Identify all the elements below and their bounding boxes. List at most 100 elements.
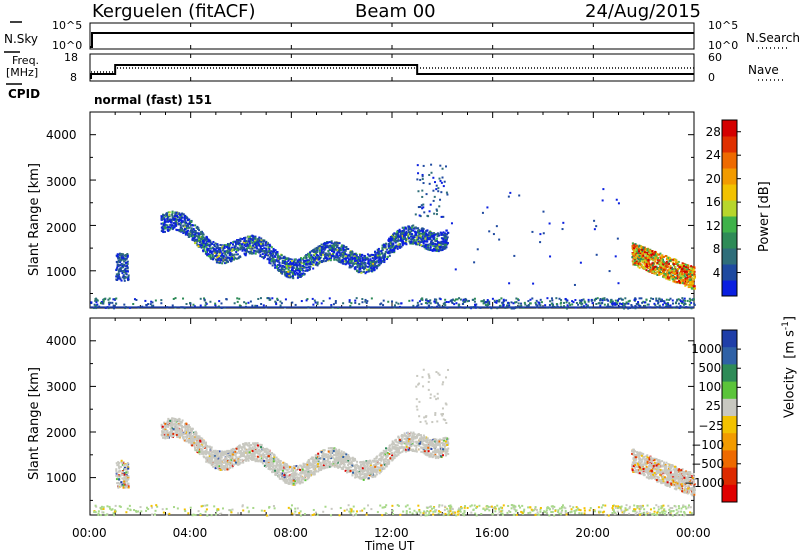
power-scatter-point	[490, 306, 493, 309]
power-scatter-point	[644, 260, 647, 263]
power-scatter-point	[297, 272, 300, 275]
power-scatter-point	[174, 220, 177, 223]
power-scatter-point	[312, 303, 315, 306]
power-scatter-point	[263, 247, 266, 250]
power-scatter-point	[676, 280, 679, 283]
power-scatter-point	[217, 257, 220, 260]
power-scatter-point	[487, 301, 490, 304]
power-scatter-point	[660, 264, 663, 267]
power-scatter-point	[539, 241, 542, 244]
power-scatter-point	[642, 267, 645, 270]
power-scatter-point	[183, 221, 186, 224]
power-scatter-point	[390, 239, 393, 242]
power-scatter-point	[163, 220, 166, 223]
power-scatter-point	[636, 248, 639, 251]
power-scatter-point	[249, 246, 252, 249]
power-scatter-point	[473, 300, 476, 303]
power-scatter-point	[396, 230, 399, 233]
power-scatter-point	[430, 233, 433, 236]
power-scatter-point	[603, 297, 606, 300]
power-scatter-point	[410, 226, 413, 229]
velocity-colorbar-segment	[722, 381, 737, 400]
velocity-scatter-point	[205, 460, 208, 463]
power-scatter-point	[436, 235, 439, 238]
power-scatter-point	[116, 261, 119, 264]
power-scatter-point	[176, 229, 179, 232]
power-scatter-point	[693, 285, 696, 288]
power-scatter-point	[250, 239, 253, 242]
power-scatter-point	[450, 222, 453, 225]
power-scatter-point	[424, 237, 427, 240]
power-scatter-point	[288, 273, 291, 276]
power-scatter-point	[395, 237, 398, 240]
velocity-scatter-point	[325, 464, 328, 467]
power-scatter-point	[284, 273, 287, 276]
power-scatter-point	[579, 261, 582, 264]
power-scatter-point	[302, 265, 305, 268]
power-scatter-point	[693, 270, 696, 273]
power-scatter-point	[183, 216, 186, 219]
power-scatter-point	[364, 257, 367, 260]
power-scatter-point	[238, 304, 241, 307]
power-scatter-point	[95, 301, 98, 304]
power-scatter-point	[656, 273, 659, 276]
power-scatter-point	[409, 241, 412, 244]
power-scatter-point	[662, 303, 665, 306]
power-scatter-point	[359, 270, 362, 273]
velocity-scatter-point	[375, 473, 378, 476]
power-scatter-point	[366, 269, 369, 272]
power-scatter-point	[669, 265, 672, 268]
power-scatter-point	[224, 262, 227, 265]
velocity-scatter-point	[323, 461, 326, 464]
power-scatter-point	[681, 273, 684, 276]
power-scatter-point	[684, 277, 687, 280]
power-scatter-point	[222, 257, 225, 260]
power-scatter-point	[674, 259, 677, 262]
power-scatter-point	[422, 206, 425, 209]
power-scatter-point	[387, 240, 390, 243]
power-scatter-point	[272, 260, 275, 263]
power-scatter-point	[187, 218, 190, 221]
power-scatter-point	[407, 237, 410, 240]
power-scatter-point	[382, 304, 385, 307]
power-scatter-point	[616, 237, 619, 240]
power-scatter-point	[634, 259, 637, 262]
power-scatter-point	[634, 248, 637, 251]
power-scatter-point	[462, 298, 465, 301]
velocity-scatter-point	[176, 433, 179, 436]
power-scatter-point	[196, 235, 199, 238]
power-scatter-point	[446, 306, 449, 309]
power-scatter-point	[112, 304, 115, 307]
power-scatter-point	[681, 271, 684, 274]
power-scatter-point	[293, 259, 296, 262]
power-scatter-point	[675, 259, 678, 262]
power-scatter-point	[613, 302, 616, 305]
power-scatter-point	[117, 277, 120, 280]
power-scatter-point	[657, 270, 660, 273]
power-scatter-point	[653, 254, 656, 257]
power-scatter-point	[233, 302, 236, 305]
power-scatter-point	[179, 216, 182, 219]
power-scatter-point	[355, 252, 358, 255]
velocity-scatter-point	[242, 461, 245, 464]
power-scatter-point	[230, 249, 233, 252]
power-scatter-point	[661, 272, 664, 275]
power-scatter-point	[346, 247, 349, 250]
power-scatter-point	[420, 244, 423, 247]
power-scatter-point	[180, 215, 183, 218]
power-scatter-point	[381, 244, 384, 247]
power-scatter-point	[160, 299, 163, 302]
power-scatter-point	[388, 245, 391, 248]
power-scatter-point	[447, 301, 450, 304]
velocity-scatter-point	[291, 483, 294, 486]
power-scatter-point	[193, 240, 196, 243]
velocity-scatter-point	[241, 446, 244, 449]
velocity-scatter-point	[311, 460, 314, 463]
power-scatter-point	[122, 274, 125, 277]
power-scatter-point	[316, 301, 319, 304]
power-scatter-point	[167, 229, 170, 232]
power-scatter-point	[394, 240, 397, 243]
power-scatter-point	[502, 300, 505, 303]
power-scatter-point	[192, 224, 195, 227]
power-scatter-point	[219, 243, 222, 246]
